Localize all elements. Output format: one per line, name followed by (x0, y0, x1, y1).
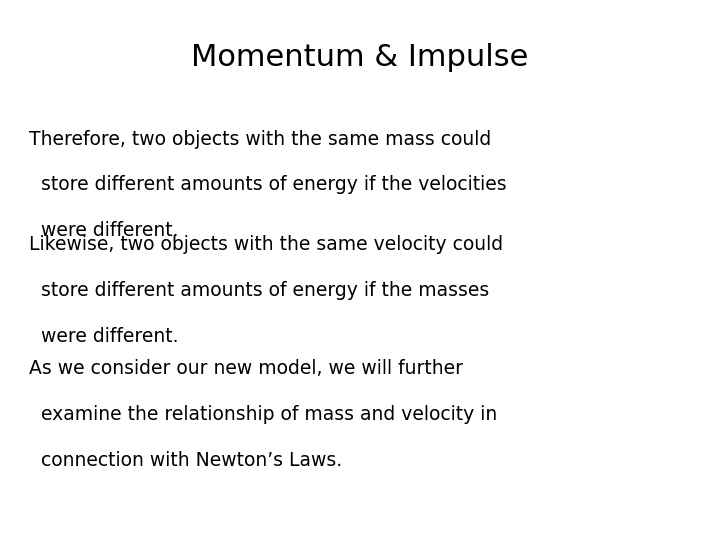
Text: were different.: were different. (29, 221, 179, 240)
Text: connection with Newton’s Laws.: connection with Newton’s Laws. (29, 451, 342, 470)
Text: Therefore, two objects with the same mass could: Therefore, two objects with the same mas… (29, 130, 491, 148)
Text: examine the relationship of mass and velocity in: examine the relationship of mass and vel… (29, 405, 497, 424)
Text: store different amounts of energy if the velocities: store different amounts of energy if the… (29, 176, 506, 194)
Text: Likewise, two objects with the same velocity could: Likewise, two objects with the same velo… (29, 235, 503, 254)
Text: As we consider our new model, we will further: As we consider our new model, we will fu… (29, 359, 463, 378)
Text: Momentum & Impulse: Momentum & Impulse (192, 43, 528, 72)
Text: were different.: were different. (29, 327, 179, 346)
Text: store different amounts of energy if the masses: store different amounts of energy if the… (29, 281, 489, 300)
